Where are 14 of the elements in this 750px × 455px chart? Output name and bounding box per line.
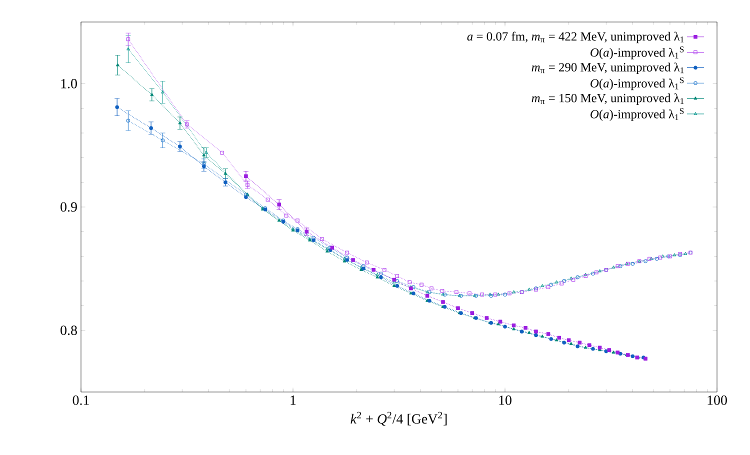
legend-label: a = 0.07 fm, m$_{π}$ = 422 MeV, unimproved λ$_{1}$ [467,32,684,44]
legend-label: O(a)-improved λ$_{1}$S [590,46,684,60]
y-tick-label: 1.0 [61,78,77,88]
legend-label: O(a)-improved λ$_{1}$S [590,77,684,90]
legend-label: m$_{π}$ = 150 MeV, unimproved λ$_{1}$ [532,93,684,105]
legend-label: O(a)-improved λ$_{1}$S [590,108,684,121]
legend-label: m$_{π}$ = 290 MeV, unimproved λ$_{1}$ [532,62,684,74]
x-tick-label: 1 [290,396,296,405]
y-tick-label: 0.8 [60,326,77,336]
x-tick-label: 100 [708,396,727,405]
x-tick-label: 10 [499,396,512,405]
x-axis-title: k$^{2}$ + Q$^{2}$/4 [GeV$^{2}$] [350,412,447,426]
y-tick-label: 0.9 [60,202,77,212]
x-tick-label: 0.1 [72,396,89,405]
